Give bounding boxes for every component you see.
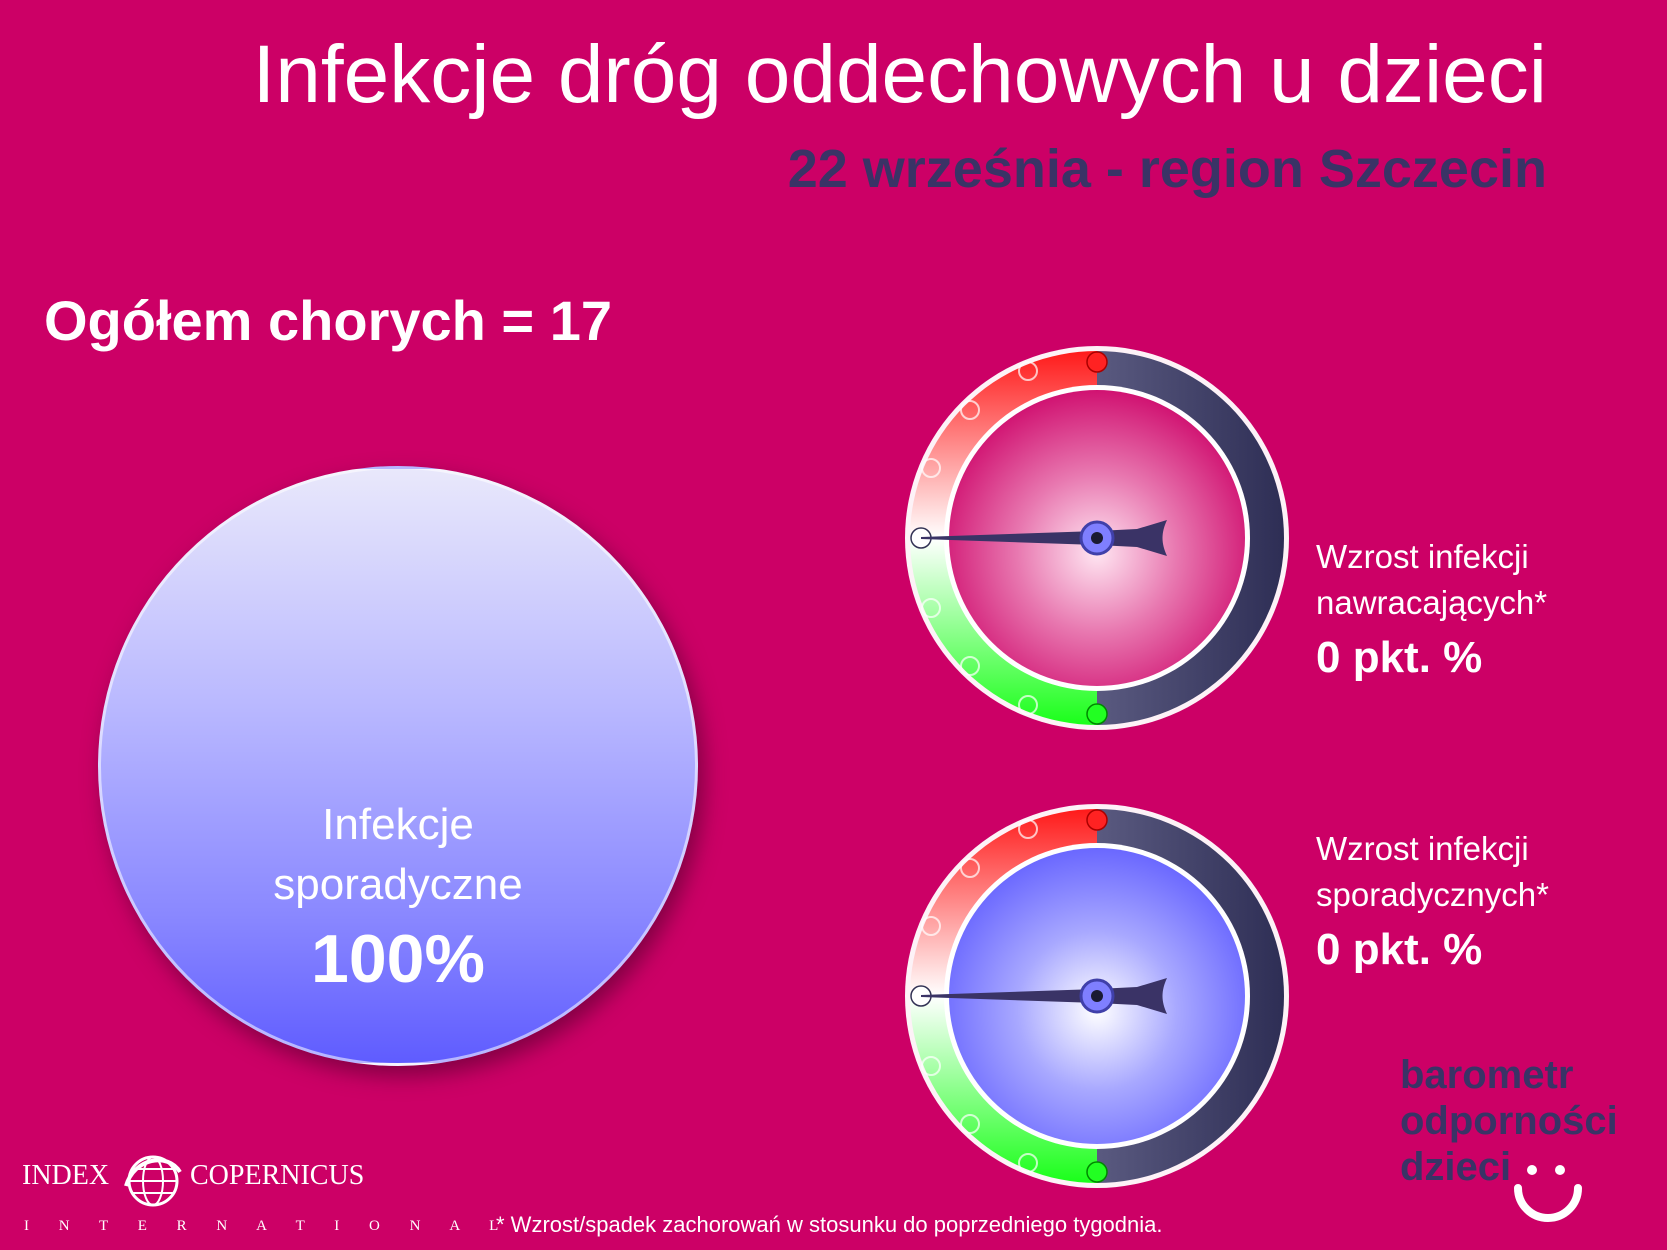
gauge-min-marker <box>1086 1161 1108 1183</box>
smiley-icon <box>1514 1165 1582 1222</box>
gauge-max-marker <box>1086 351 1108 373</box>
pie-slice-sporadic <box>98 466 698 1066</box>
gauge-scale-dots <box>921 819 1038 1173</box>
brand-wordmark: barometr odporności dzieci <box>1400 1052 1618 1190</box>
gauge-recurrent-line1: Wzrost infekcji <box>1316 538 1529 575</box>
gauge-hub-center <box>1091 990 1103 1002</box>
pie-label-line2: sporadyczne <box>273 860 523 909</box>
gauge-needle <box>921 520 1167 556</box>
gauge-needle <box>921 978 1167 1014</box>
gauge-min-marker <box>1086 703 1108 725</box>
gauge-recurrent <box>905 346 1289 730</box>
total-sick-label: Ogółem chorych = 17 <box>44 289 612 352</box>
gauge-sporadic <box>905 804 1289 1188</box>
gauge-sporadic-value: 0 pkt. % <box>1316 925 1483 974</box>
gauge-sporadic-caption: Wzrost infekcji sporadycznych* 0 pkt. % <box>1316 826 1549 982</box>
gauge-max-marker <box>1086 809 1108 831</box>
gauge-scale-dots <box>921 361 1038 715</box>
pie-value-label: 100% <box>311 921 485 997</box>
logo-left-word: INDEX <box>22 1160 110 1191</box>
globe-icon <box>124 1155 182 1207</box>
gauge-recurrent-value: 0 pkt. % <box>1316 633 1483 682</box>
logo-tagline: I N T E R N A T I O N A L <box>24 1218 512 1234</box>
index-copernicus-logo: INDEX COPERNICUS I N T E R N A T I O N A… <box>22 1150 498 1240</box>
brand-line3: dzieci <box>1400 1145 1512 1189</box>
page-title: Infekcje dróg oddechowych u dzieci <box>252 29 1547 120</box>
gauge-hub-center <box>1091 532 1103 544</box>
gauge-sporadic-line2: sporadycznych* <box>1316 876 1549 913</box>
brand-line2: odporności <box>1400 1099 1618 1143</box>
gauge-recurrent-caption: Wzrost infekcji nawracających* 0 pkt. % <box>1316 534 1547 690</box>
gauge-sporadic-line1: Wzrost infekcji <box>1316 830 1529 867</box>
logo-right-word: COPERNICUS <box>190 1160 365 1191</box>
footnote: * Wzrost/spadek zachorowań w stosunku do… <box>496 1212 1163 1237</box>
brand-line1: barometr <box>1400 1053 1574 1097</box>
gauge-recurrent-line2: nawracających* <box>1316 584 1548 621</box>
pie-label-line1: Infekcje <box>322 800 474 849</box>
page-subtitle: 22 września - region Szczecin <box>787 139 1547 199</box>
